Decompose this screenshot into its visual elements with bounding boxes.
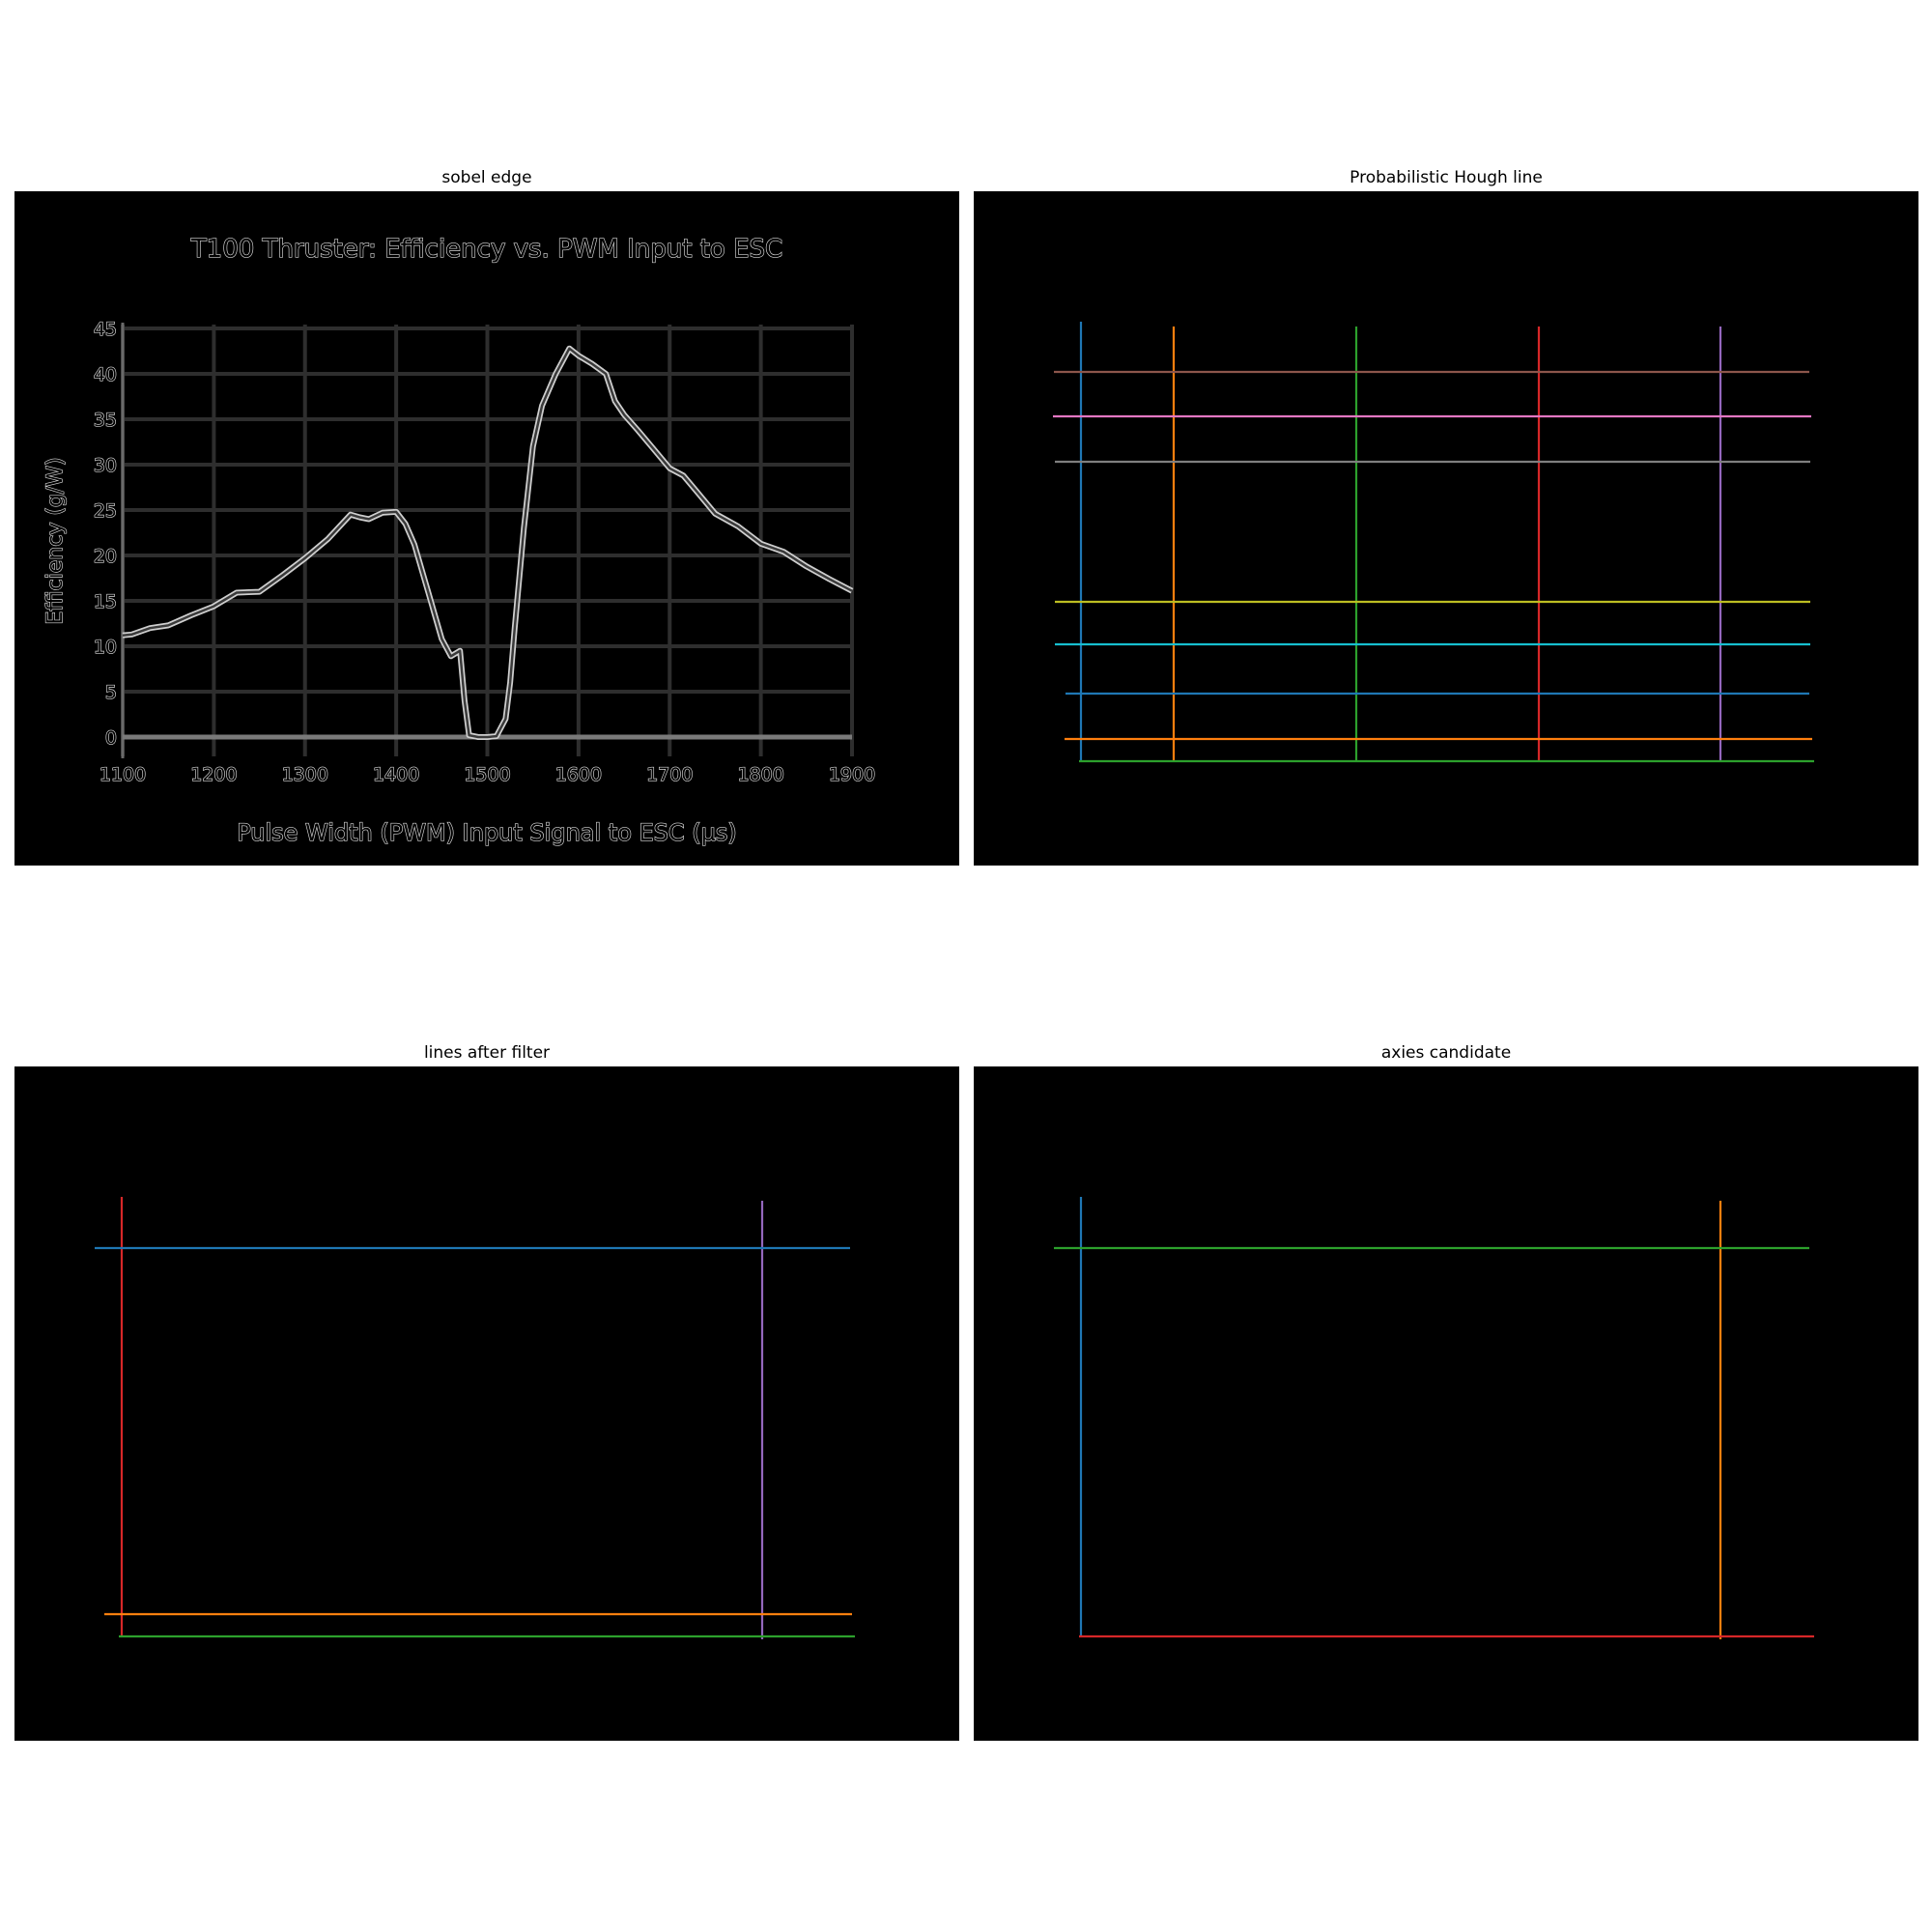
panel-filter-background	[14, 1066, 959, 1741]
panel-title-sobel: sobel edge	[441, 168, 532, 187]
efficiency-series	[122, 345, 854, 740]
y-tick-label-15: 15	[94, 591, 117, 612]
chart-title: T100 Thruster: Efficiency vs. PWM Input …	[190, 235, 782, 264]
x-tick-label-1100: 1100	[99, 764, 146, 785]
y-tick-label-5: 5	[105, 682, 117, 703]
panel-title-axes: axies candidate	[1380, 1043, 1512, 1063]
panel-title-hough: Probabilistic Hough line	[1350, 168, 1543, 187]
x-tick-label-1400: 1400	[373, 764, 419, 785]
x-tick-label-1200: 1200	[190, 764, 237, 785]
efficiency-line-inner	[122, 347, 853, 739]
x-tick-label-1600: 1600	[555, 764, 602, 785]
x-tick-labels: 1100 1200 1300 1400 1500 1600 1700 1800 1900	[99, 763, 876, 785]
y-tick-label-25: 25	[94, 500, 117, 522]
panel-axes-background	[974, 1066, 1918, 1741]
y-tick-label-20: 20	[94, 546, 117, 567]
y-tick-label-10: 10	[94, 637, 117, 658]
x-tick-label-1700: 1700	[646, 764, 693, 785]
panel-title-filter: lines after filter	[423, 1043, 551, 1063]
axis-candidate-segments	[1054, 1197, 1814, 1639]
x-tick-label-1800: 1800	[737, 764, 783, 785]
y-tick-label-30: 30	[94, 455, 117, 476]
sobel-edge-chart: 1100 1200 1300 1400 1500 1600 1700 1800 1900 0 5 1…	[43, 234, 876, 846]
panel-hough-background	[974, 191, 1918, 866]
hough-line-segments	[1053, 322, 1814, 763]
y-tick-label-0: 0	[105, 727, 117, 749]
x-tick-label-1900: 1900	[829, 764, 875, 785]
y-tick-label-35: 35	[94, 410, 117, 431]
x-tick-label-1500: 1500	[464, 764, 510, 785]
chart-gridlines	[121, 325, 854, 756]
filtered-line-segments	[95, 1197, 855, 1639]
x-tick-label-1300: 1300	[282, 764, 328, 785]
y-tick-labels: 0 5 10 15 20 25 30 35 40 45	[93, 318, 117, 749]
y-axis-label: Efficiency (g/W)	[43, 457, 68, 624]
x-axis-label: Pulse Width (PWM) Input Signal to ESC (µ…	[237, 819, 737, 846]
y-tick-label-40: 40	[94, 364, 117, 385]
y-tick-label-45: 45	[94, 319, 117, 340]
